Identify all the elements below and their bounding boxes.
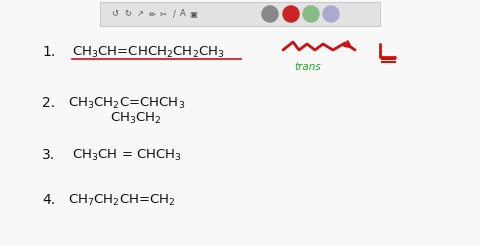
- Circle shape: [262, 6, 278, 22]
- Text: A: A: [180, 10, 186, 18]
- Circle shape: [323, 6, 339, 22]
- Text: ✏: ✏: [148, 10, 156, 18]
- Text: ↗: ↗: [136, 10, 144, 18]
- Text: CH$_3$CH=CHCH$_2$CH$_2$CH$_3$: CH$_3$CH=CHCH$_2$CH$_2$CH$_3$: [72, 45, 225, 60]
- Text: CH$_3$CH$_2$: CH$_3$CH$_2$: [110, 110, 162, 125]
- Text: /: /: [173, 10, 175, 18]
- Text: CH$_3$CH = CHCH$_3$: CH$_3$CH = CHCH$_3$: [72, 147, 182, 163]
- Text: 3.: 3.: [42, 148, 55, 162]
- Text: 2.: 2.: [42, 96, 55, 110]
- Text: ↻: ↻: [124, 10, 132, 18]
- Text: ▣: ▣: [189, 10, 197, 18]
- Text: 4.: 4.: [42, 193, 55, 207]
- Text: 1.: 1.: [42, 45, 55, 59]
- Text: CH$_3$CH$_2$C=CHCH$_3$: CH$_3$CH$_2$C=CHCH$_3$: [68, 95, 185, 110]
- Text: ↺: ↺: [111, 10, 119, 18]
- Circle shape: [303, 6, 319, 22]
- Circle shape: [283, 6, 299, 22]
- Text: ✂: ✂: [159, 10, 167, 18]
- Text: CH$_7$CH$_2$CH=CH$_2$: CH$_7$CH$_2$CH=CH$_2$: [68, 192, 176, 208]
- Text: trans: trans: [295, 62, 322, 72]
- Bar: [100, 2, 380, 26]
